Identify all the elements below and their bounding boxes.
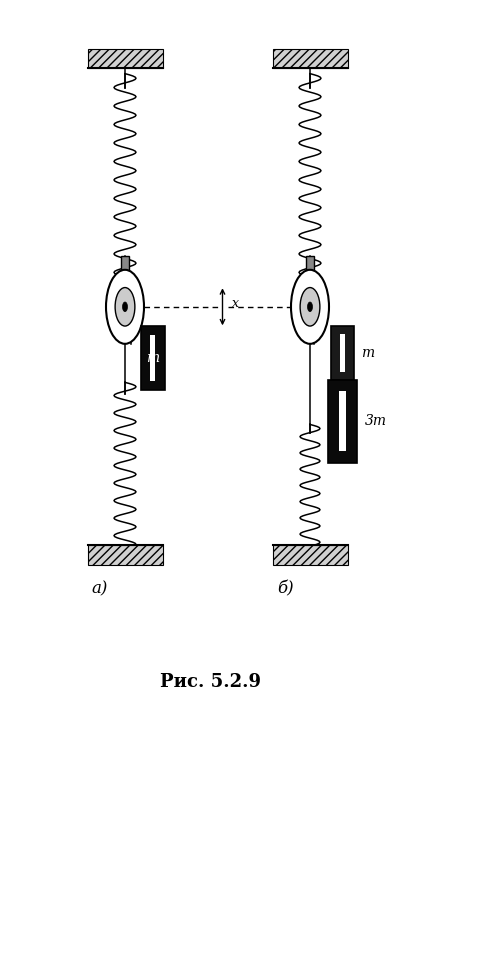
Bar [121,256,129,270]
Circle shape [300,287,320,326]
Bar [150,335,155,381]
Text: Рис. 5.2.9: Рис. 5.2.9 [160,673,260,691]
Circle shape [308,302,312,312]
Bar [340,392,345,451]
Bar [140,326,164,390]
Text: б): б) [276,581,293,598]
Circle shape [106,270,144,344]
Bar [272,545,347,565]
Text: 3m: 3m [364,414,386,429]
Circle shape [122,302,128,312]
Bar [328,380,357,463]
Text: m: m [361,346,374,360]
Text: x: x [232,297,238,310]
Bar [88,545,162,565]
Bar [340,334,345,372]
Circle shape [115,287,135,326]
Bar [88,49,162,68]
Circle shape [291,270,329,344]
Bar [306,256,314,270]
Bar [332,326,354,380]
Text: m: m [146,351,159,365]
Bar [272,49,347,68]
Text: а): а) [92,581,108,598]
